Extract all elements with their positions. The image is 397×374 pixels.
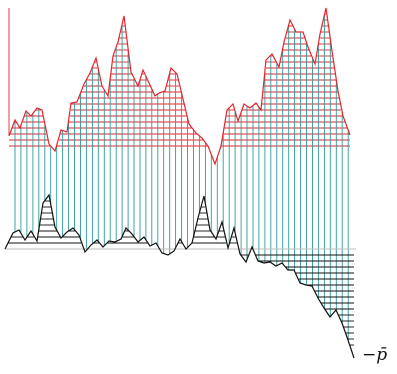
upper-horizontal-lines — [8, 8, 350, 147]
axis-label-minus-p-bar: −p̄ — [362, 345, 388, 365]
lower-horizontal-lines — [8, 200, 354, 346]
vertical-segments — [14, 14, 349, 341]
lower-envelope — [4, 193, 355, 359]
upper-envelope — [8, 7, 351, 166]
